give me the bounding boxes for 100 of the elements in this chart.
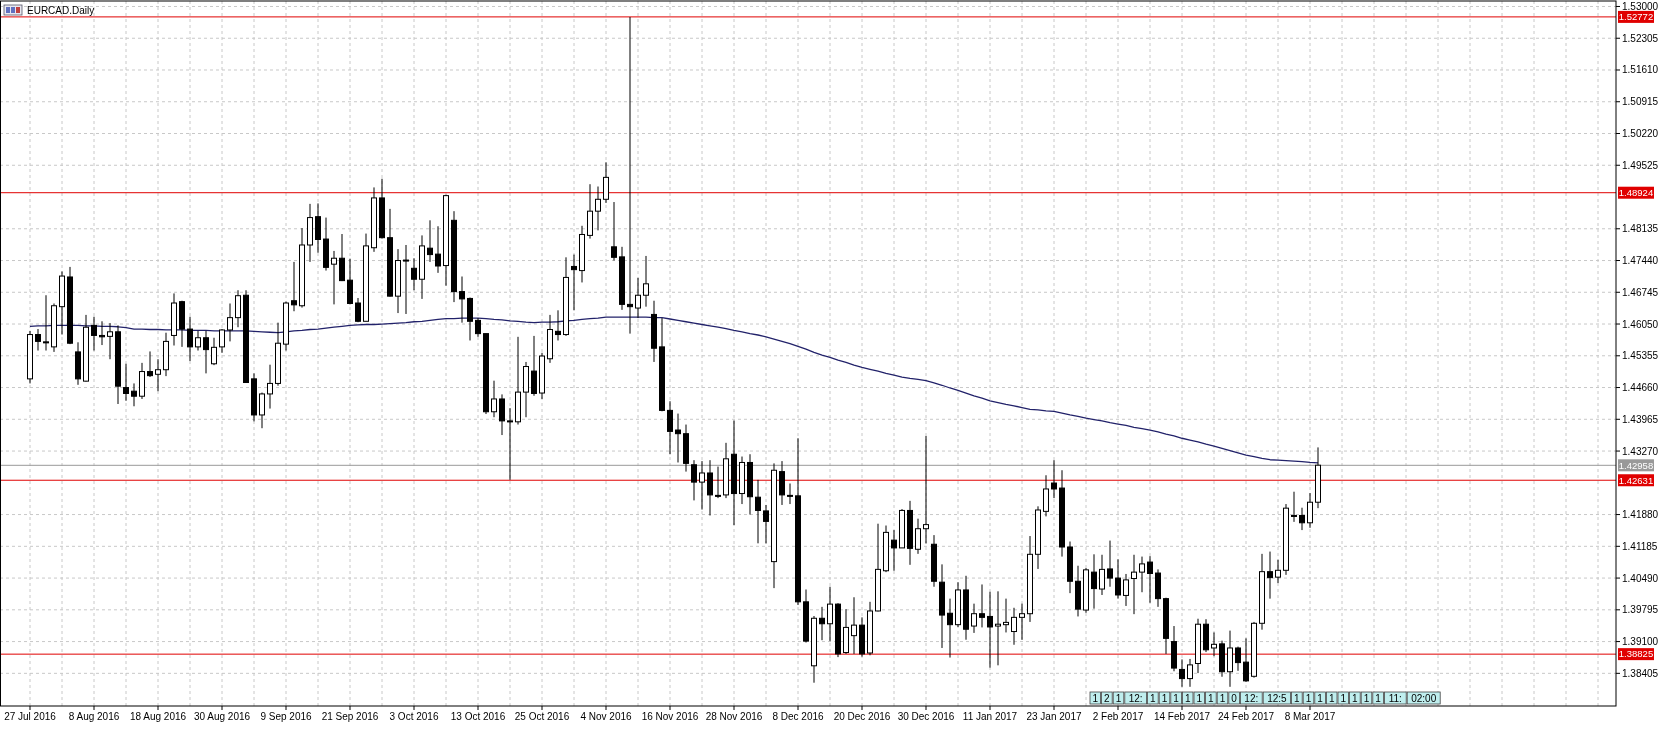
candlestick: [355, 297, 361, 323]
x-tick-label: 4 Nov 2016: [580, 711, 633, 722]
annotation: 1: [1115, 692, 1122, 704]
candlestick: [91, 316, 97, 352]
y-tick-label: 1.38405: [1622, 667, 1659, 679]
candlestick: [267, 364, 273, 410]
candlestick: [987, 591, 993, 669]
candlestick: [475, 317, 481, 338]
candlestick: [763, 504, 769, 544]
candlestick: [99, 320, 105, 346]
candlestick: [667, 400, 673, 455]
candlestick: [675, 413, 681, 463]
candlestick: [979, 583, 985, 628]
annotation: 1: [1161, 692, 1168, 704]
candlestick: [259, 392, 265, 429]
candlestick: [1227, 630, 1233, 688]
candlestick: [147, 350, 153, 378]
x-tick-label: 14 Feb 2017: [1153, 711, 1211, 722]
candlestick: [131, 382, 137, 407]
candlestick: [1307, 492, 1313, 529]
candlestick: [627, 16, 633, 335]
ref-line-label: 1.42631: [1618, 474, 1654, 486]
x-tick-label: 24 Feb 2017: [1217, 711, 1275, 722]
candlestick: [1099, 554, 1105, 596]
candlestick: [555, 309, 561, 341]
annotation: 1: [1196, 692, 1203, 704]
candlestick: [891, 529, 897, 572]
y-tick-label: 1.44660: [1622, 382, 1659, 394]
candlestick: [603, 161, 609, 204]
annotation: 1: [1184, 692, 1191, 704]
annotation: 12:: [1128, 692, 1143, 704]
y-tick-label: 1.47440: [1622, 255, 1659, 267]
candlestick: [1267, 551, 1273, 600]
candlestick: [227, 302, 233, 342]
annotation: 0: [1231, 692, 1238, 704]
candlestick: [203, 330, 209, 374]
text: 1: [1352, 692, 1359, 704]
ref-line-label: 1.52772: [1618, 11, 1654, 23]
candlestick: [1139, 556, 1145, 593]
candlestick: [347, 258, 353, 305]
candlestick: [491, 380, 497, 418]
candlestick: [787, 482, 793, 505]
candlestick: [923, 435, 929, 544]
candlestick: [1107, 540, 1113, 588]
text: 11:: [1388, 692, 1402, 704]
candlestick: [707, 459, 713, 516]
candlestick: [1131, 554, 1137, 615]
candlestick: [1003, 598, 1009, 633]
candlestick: [211, 337, 217, 366]
ref-line-label: 1.48924: [1618, 187, 1654, 199]
x-tick-label: 11 Jan 2017: [962, 711, 1018, 722]
candlestick: [411, 257, 417, 291]
candlestick: [315, 202, 321, 254]
candlestick: [1299, 507, 1305, 531]
annotation: 1: [1294, 692, 1301, 704]
candlestick: [331, 250, 337, 305]
text: 1: [1328, 692, 1335, 704]
candlestick: [915, 518, 921, 555]
candlestick: [1235, 646, 1241, 672]
text: 02:00: [1411, 692, 1437, 704]
x-tick-label: 27 Jul 2016: [4, 711, 57, 722]
y-tick-label: 1.46745: [1622, 286, 1659, 298]
candlestick: [643, 255, 649, 308]
candlestick: [507, 407, 513, 481]
x-tick-label: 28 Nov 2016: [705, 711, 763, 722]
candlestick: [971, 603, 977, 634]
candlestick: [611, 201, 617, 262]
candlestick: [1243, 637, 1249, 683]
x-tick-label: 8 Dec 2016: [772, 711, 825, 722]
candlestick: [467, 297, 473, 341]
annotation: 1: [1317, 692, 1324, 704]
y-tick-label: 1.43965: [1622, 413, 1659, 425]
candlestick: [1291, 491, 1297, 523]
candlestick: [459, 276, 465, 324]
x-tick-label: 9 Sep 2016: [260, 711, 313, 722]
y-tick-label: 1.52305: [1622, 32, 1659, 44]
candlestick: [571, 254, 577, 311]
annotation: 1: [1150, 692, 1157, 704]
candlestick: [1019, 603, 1025, 641]
annotation: 1: [1092, 692, 1099, 704]
candlestick: [43, 294, 49, 352]
candlestick: [1011, 607, 1017, 646]
candlestick: [123, 363, 129, 402]
candlestick: [715, 466, 721, 499]
candlestick: [35, 328, 41, 352]
candlestick: [403, 244, 409, 315]
candlestick: [499, 393, 505, 436]
x-tick-label: 3 Oct 2016: [389, 711, 439, 722]
candlestick: [1211, 631, 1217, 657]
y-tick-label: 1.39100: [1622, 636, 1659, 648]
annotation: 1: [1173, 692, 1180, 704]
candlestick: [427, 219, 433, 263]
candlestick: [595, 186, 601, 231]
y-tick-label: 1.39795: [1622, 604, 1659, 616]
y-tick-label: 1.41185: [1622, 540, 1658, 552]
candlestick: [1051, 459, 1057, 499]
x-tick-label: 21 Sep 2016: [321, 711, 379, 722]
candlestick: [1187, 658, 1193, 688]
y-tick-label: 1.51610: [1622, 64, 1659, 76]
x-tick-label: 25 Oct 2016: [514, 711, 570, 722]
